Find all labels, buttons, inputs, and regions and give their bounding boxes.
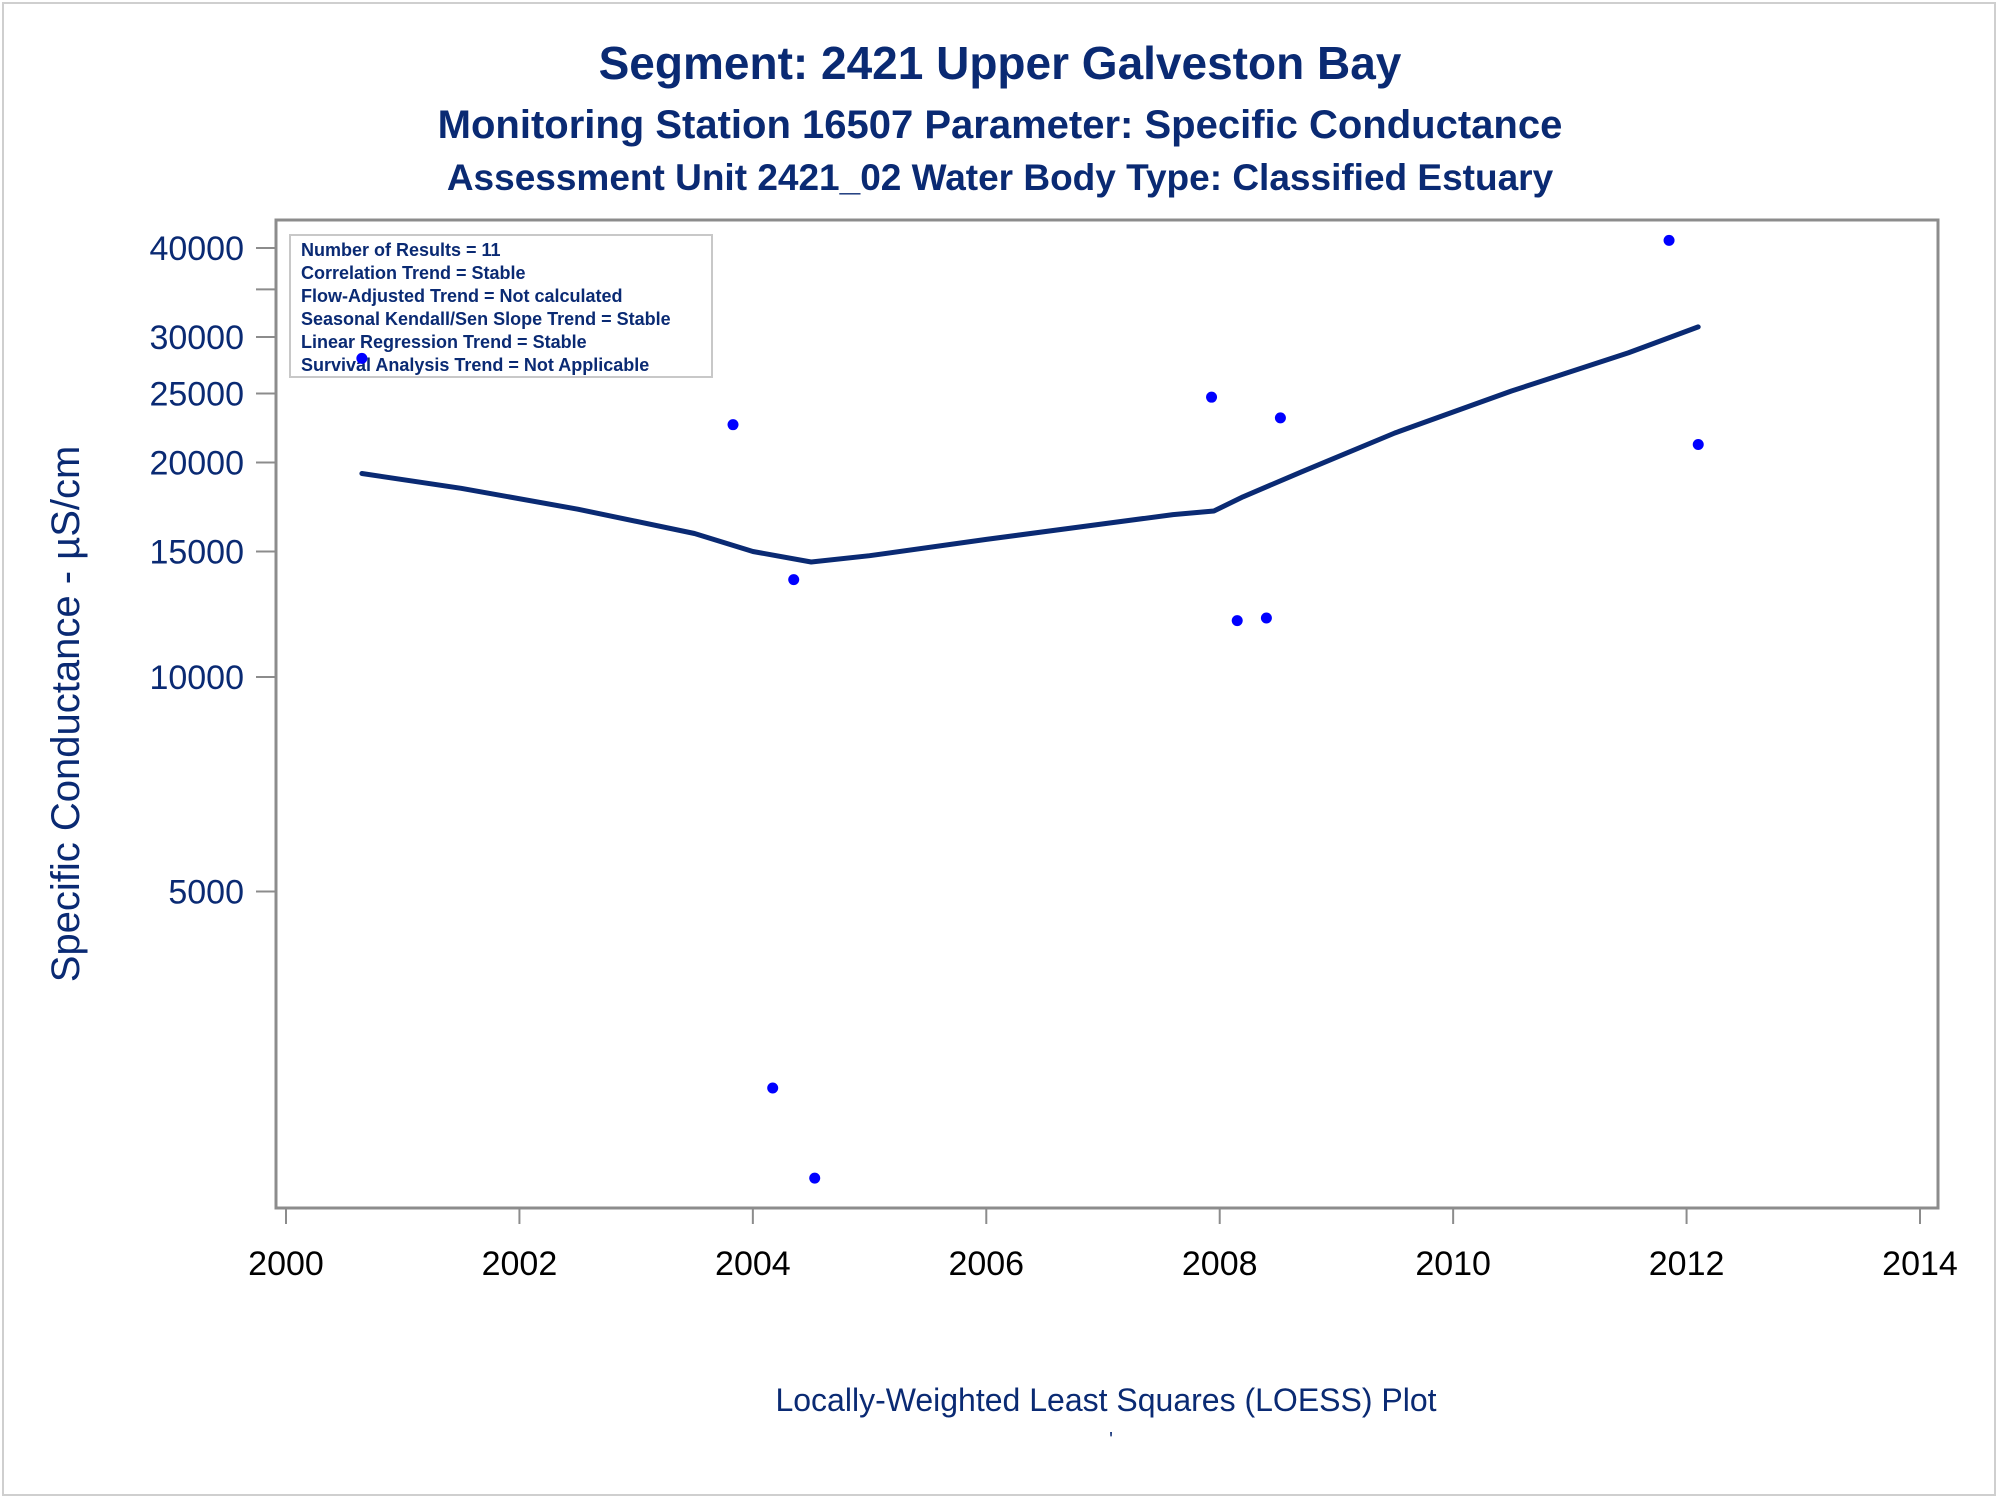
y-tick-label: 20000 xyxy=(149,445,244,483)
data-point xyxy=(1260,612,1272,624)
y-tick-label: 15000 xyxy=(149,534,244,572)
data-point xyxy=(727,419,739,431)
y-tick-label: 40000 xyxy=(149,230,244,268)
data-point xyxy=(1663,234,1675,246)
x-tick-label: 2008 xyxy=(1182,1245,1258,1283)
y-tick-label: 10000 xyxy=(149,659,244,697)
x-tick-label: 2014 xyxy=(1882,1245,1958,1283)
chart-subtitle: Monitoring Station 16507 Parameter: Spec… xyxy=(438,103,1563,147)
x-tick-label: 2004 xyxy=(715,1245,791,1283)
y-tick-label: 30000 xyxy=(149,319,244,357)
data-point xyxy=(1206,391,1218,403)
y-tick-label: 5000 xyxy=(168,874,244,912)
data-point xyxy=(1274,412,1286,424)
y-axis: 5000 10000 15000 20000 25000 30000 40000 xyxy=(149,230,276,912)
loess-trend-line xyxy=(359,324,1701,565)
x-axis-label: Locally-Weighted Least Squares (LOESS) P… xyxy=(775,1382,1436,1418)
info-line-results: Number of Results = 11 xyxy=(301,240,501,260)
info-line-linear-regression: Linear Regression Trend = Stable xyxy=(301,332,587,352)
data-point xyxy=(1692,438,1704,450)
data-series xyxy=(356,234,1704,1184)
x-tick-label: 2010 xyxy=(1415,1245,1491,1283)
footnote-mark: ' xyxy=(1109,1429,1113,1451)
x-axis: 2000 2002 2004 2006 2008 2010 2012 2014 xyxy=(248,1208,1958,1283)
x-tick-label: 2012 xyxy=(1649,1245,1725,1283)
data-point xyxy=(1231,615,1243,627)
info-line-survival: Survival Analysis Trend = Not Applicable xyxy=(301,355,649,375)
info-line-seasonal-kendall: Seasonal Kendall/Sen Slope Trend = Stabl… xyxy=(301,309,671,329)
y-tick-label: 25000 xyxy=(149,375,244,413)
x-tick-label: 2006 xyxy=(948,1245,1024,1283)
x-tick-label: 2002 xyxy=(482,1245,558,1283)
y-axis-label: Specific Conductance - µS/cm xyxy=(44,446,88,983)
chart-subtitle-2: Assessment Unit 2421_02 Water Body Type:… xyxy=(447,157,1554,198)
legend-info-box: Number of Results = 11 Correlation Trend… xyxy=(289,234,713,378)
data-point xyxy=(788,574,800,586)
data-point xyxy=(767,1082,779,1094)
chart-title: Segment: 2421 Upper Galveston Bay xyxy=(599,37,1402,89)
data-point xyxy=(809,1172,821,1184)
x-tick-label: 2000 xyxy=(248,1245,324,1283)
plot-area xyxy=(274,218,1940,1210)
info-line-flow-adjusted: Flow-Adjusted Trend = Not calculated xyxy=(301,286,623,306)
data-point xyxy=(356,352,368,364)
info-line-correlation: Correlation Trend = Stable xyxy=(301,263,526,283)
